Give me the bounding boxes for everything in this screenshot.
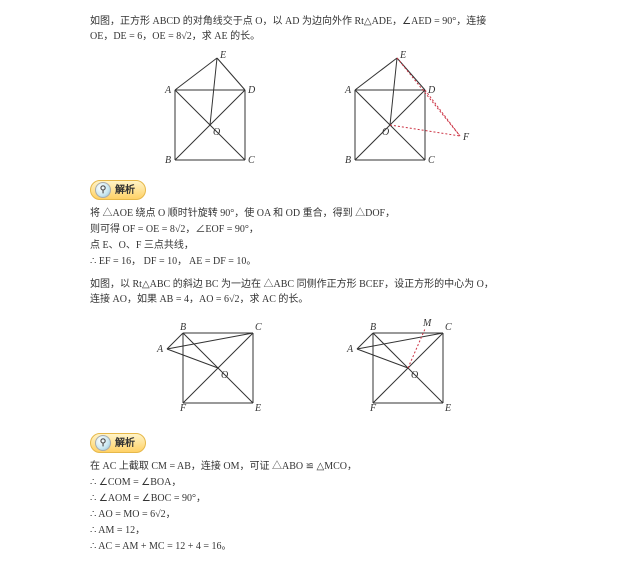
figure-2-right: B C E F A O M xyxy=(345,313,485,423)
svg-text:E: E xyxy=(444,403,451,414)
sol2-l4: ∴ AO = MO = 6√2， xyxy=(90,507,600,522)
svg-text:E: E xyxy=(254,403,261,414)
svg-text:C: C xyxy=(428,155,435,166)
svg-text:O: O xyxy=(411,370,418,381)
svg-text:E: E xyxy=(219,50,226,61)
svg-text:F: F xyxy=(179,403,187,414)
svg-text:O: O xyxy=(382,127,389,138)
page: { "p1": { "line1": "如图，正方形 ABCD 的对角线交于点 … xyxy=(0,0,640,576)
sol2-l2: ∴ ∠COM = ∠BOA， xyxy=(90,475,600,490)
sol1-l1: 将 △AOE 绕点 O 顺时针旋转 90°，使 OA 和 OD 重合，得到 △D… xyxy=(90,206,600,221)
badge-1-label: 解析 xyxy=(115,183,135,198)
svg-text:B: B xyxy=(370,322,376,333)
solution-2: 在 AC 上截取 CM = AB，连接 OM，可证 △ABO ≌ △MCO， ∴… xyxy=(90,459,600,554)
svg-text:C: C xyxy=(255,322,262,333)
sol2-l1: 在 AC 上截取 CM = AB，连接 OM，可证 △ABO ≌ △MCO， xyxy=(90,459,600,474)
p2-line1: 如图，以 Rt△ABC 的斜边 BC 为一边在 △ABC 同侧作正方形 BCEF… xyxy=(90,279,494,290)
figure-row-1: A B C D E O A B C D E O F xyxy=(40,50,600,170)
problem-2-text: 如图，以 Rt△ABC 的斜边 BC 为一边在 △ABC 同侧作正方形 BCEF… xyxy=(90,277,600,307)
figure-row-2: B C E F A O B C E F A O M xyxy=(40,313,600,423)
analysis-badge-2: ⚲ 解析 xyxy=(90,433,146,453)
p1-line2: OE，DE = 6，OE = 8√2，求 AE 的长。 xyxy=(90,31,260,42)
svg-text:C: C xyxy=(445,322,452,333)
sol1-l4: ∴ EF = 16， DF = 10， AE = DF = 10。 xyxy=(90,254,600,269)
solution-1: 将 △AOE 绕点 O 顺时针旋转 90°，使 OA 和 OD 重合，得到 △D… xyxy=(90,206,600,269)
sol1-l2: 则可得 OF = OE = 8√2，∠EOF = 90°， xyxy=(90,222,600,237)
problem-1-text: 如图，正方形 ABCD 的对角线交于点 O，以 AD 为边向外作 Rt△ADE，… xyxy=(90,14,600,44)
svg-text:D: D xyxy=(427,85,436,96)
badge-2-label: 解析 xyxy=(115,436,135,451)
figure-1-left: A B C D E O xyxy=(155,50,275,170)
svg-text:A: A xyxy=(344,85,352,96)
svg-text:A: A xyxy=(164,85,172,96)
analysis-badge-1: ⚲ 解析 xyxy=(90,180,146,200)
sol2-l3: ∴ ∠AOM = ∠BOC = 90°， xyxy=(90,491,600,506)
magnifier-icon: ⚲ xyxy=(95,182,111,198)
svg-text:B: B xyxy=(165,155,171,166)
sol1-l3: 点 E、O、F 三点共线， xyxy=(90,238,600,253)
figure-1-right: A B C D E O F xyxy=(335,50,485,170)
svg-text:D: D xyxy=(247,85,256,96)
magnifier-icon: ⚲ xyxy=(95,435,111,451)
svg-text:O: O xyxy=(213,127,220,138)
sol2-l5: ∴ AM = 12， xyxy=(90,523,600,538)
svg-text:C: C xyxy=(248,155,255,166)
svg-text:B: B xyxy=(180,322,186,333)
figure-2-left: B C E F A O xyxy=(155,313,285,423)
svg-text:B: B xyxy=(345,155,351,166)
svg-text:F: F xyxy=(462,132,470,143)
svg-text:E: E xyxy=(399,50,406,61)
svg-text:O: O xyxy=(221,370,228,381)
svg-text:F: F xyxy=(369,403,377,414)
sol2-l6: ∴ AC = AM + MC = 12 + 4 = 16。 xyxy=(90,539,600,554)
p2-line2: 连接 AO，如果 AB = 4，AO = 6√2，求 AC 的长。 xyxy=(90,294,308,305)
svg-text:A: A xyxy=(156,344,164,355)
p1-line1: 如图，正方形 ABCD 的对角线交于点 O，以 AD 为边向外作 Rt△ADE，… xyxy=(90,16,486,27)
svg-text:M: M xyxy=(422,318,432,329)
svg-text:A: A xyxy=(346,344,354,355)
